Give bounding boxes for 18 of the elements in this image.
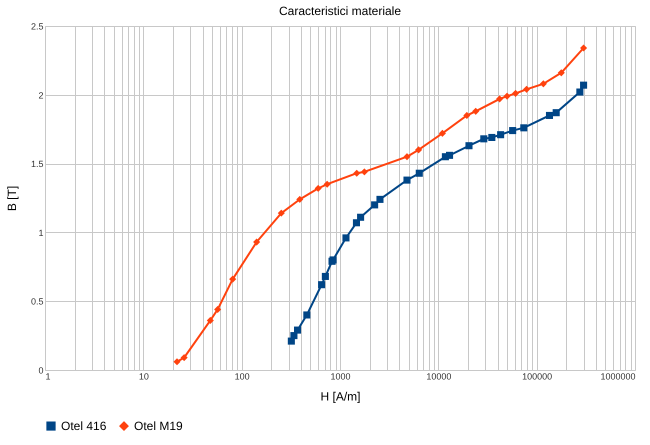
legend-label: Otel M19 (134, 419, 184, 434)
x-tick-label: 1000000 (600, 372, 636, 382)
x-axis-title: H [A/m] (320, 390, 361, 404)
x-tick-label: 10000 (426, 372, 452, 382)
y-tick-label: 0.5 (30, 296, 44, 307)
y-tick-label: 0 (38, 366, 44, 376)
y-tick-label: 2.5 (30, 22, 44, 32)
y-tick-label: 1 (38, 228, 44, 238)
x-tick-label: 100 (234, 372, 250, 382)
y-tick-label: 1.5 (30, 159, 44, 170)
y-axis-title: B [T] (4, 186, 19, 212)
y-tick-label: 2 (38, 90, 44, 100)
x-tick-label: 100000 (522, 372, 552, 382)
legend-label: Otel 416 (61, 419, 107, 434)
x-tick-label: 1000 (330, 372, 351, 382)
x-tick-label: 10 (138, 372, 149, 382)
chart-title: Caracteristici materiale (278, 4, 402, 18)
x-tick-label: 1 (46, 372, 51, 382)
